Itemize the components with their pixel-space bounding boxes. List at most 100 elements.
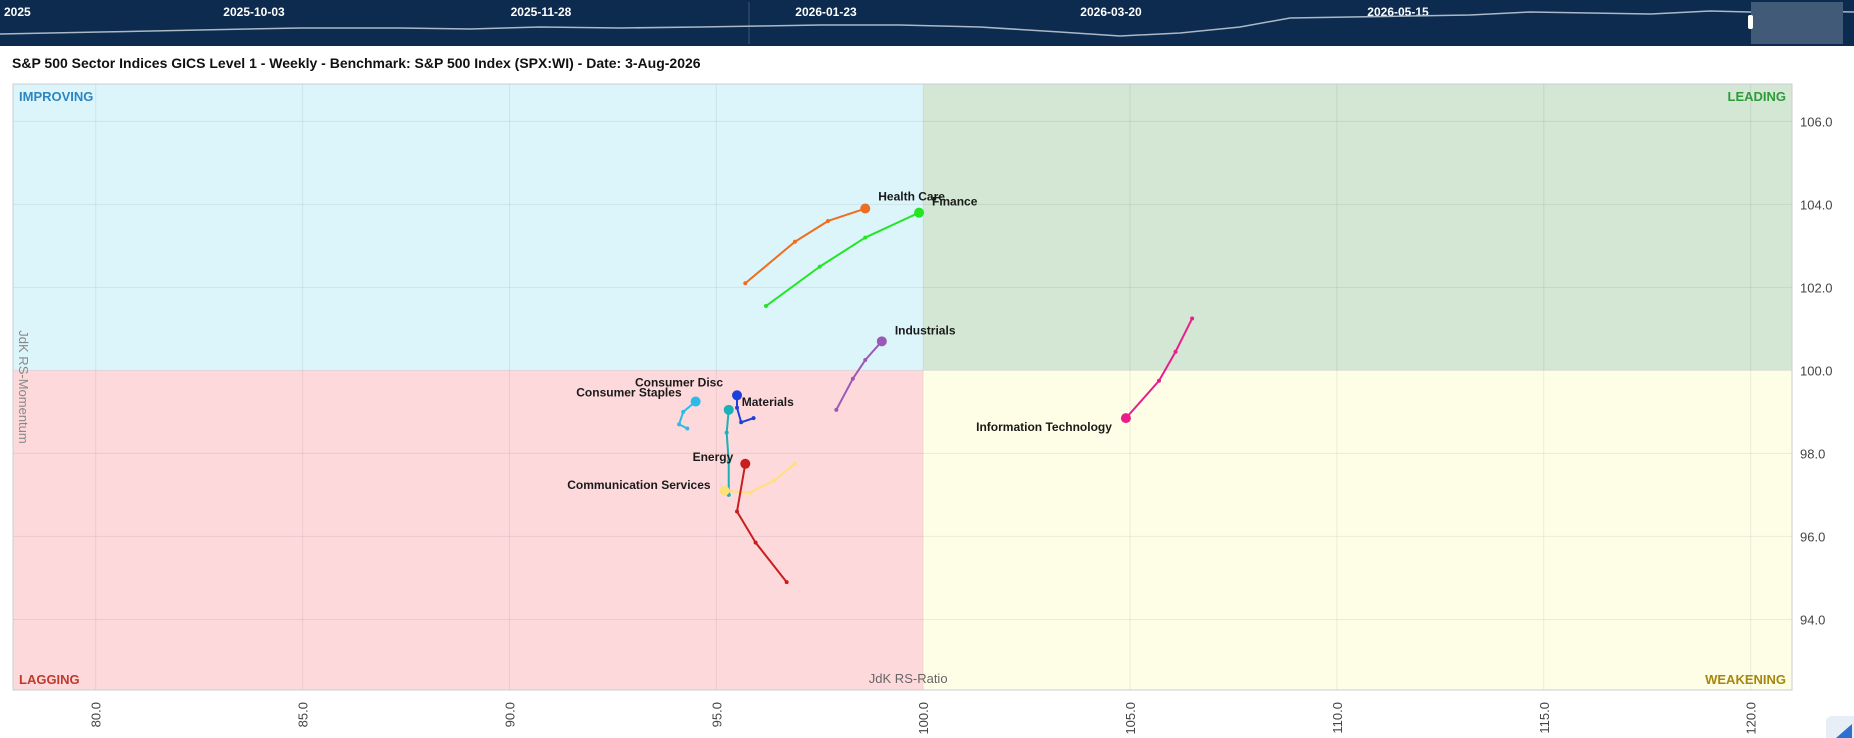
tail-energy: Energy [693, 450, 789, 585]
tail-point-consumer-staples [681, 409, 686, 414]
axis-labels: JdK RS-Ratio JdK RS-Momentum [16, 330, 948, 686]
tail-industrials: Industrials [834, 323, 956, 412]
arrow-icon [1836, 724, 1852, 738]
y-tick-label: 100.0 [1800, 363, 1833, 378]
tail-point-energy [784, 580, 789, 585]
tail-label-energy: Energy [693, 450, 734, 464]
x-tick-label: 115.0 [1537, 702, 1552, 734]
y-axis-label: JdK RS-Momentum [16, 330, 31, 443]
axis-ticks: 80.0 85.0 90.0 95.0 100.0 105.0 110.0 115.0 120.… [89, 114, 1833, 734]
tail-point-consumer-staples [677, 422, 682, 427]
x-tick-label: 90.0 [502, 702, 517, 727]
tail-label-finance: Finance [932, 195, 978, 209]
tail-point-health-care [826, 218, 831, 223]
tail-head-materials [723, 404, 734, 415]
quadrant-label-leading: LEADING [1728, 89, 1787, 104]
plot-border [12, 83, 1793, 691]
tail-head-information-technology [1120, 413, 1131, 424]
tail-point-finance [863, 235, 868, 240]
timeline-range-handle[interactable] [1748, 15, 1753, 29]
tail-point-health-care [743, 281, 748, 286]
tail-line-materials [725, 408, 730, 496]
tail-label-consumer-disc: Consumer Disc [635, 375, 723, 389]
tail-information-technology: Information Technology [976, 316, 1195, 434]
tail-line-information-technology [1124, 317, 1194, 420]
tail-line-consumer-staples [678, 400, 697, 430]
tail-point-materials [724, 430, 729, 435]
y-tick-label: 98.0 [1800, 446, 1825, 461]
quadrant-label-improving: IMPROVING [19, 89, 93, 104]
timeline-label: 2026-03-20 [1080, 5, 1142, 19]
tail-consumer-staples: Consumer Staples [576, 386, 701, 431]
timeline-navigator[interactable]: 2025 2025-10-03 2025-11-28 2026-01-23 2026-0… [0, 0, 1854, 46]
tail-communication-services: Communication Services [567, 461, 797, 496]
tail-point-health-care [792, 239, 797, 244]
tail-head-industrials [876, 336, 887, 347]
tail-line-health-care [744, 207, 867, 285]
tail-point-information-technology [1190, 316, 1195, 321]
tail-label-materials: Materials [742, 395, 794, 409]
x-tick-label: 105.0 [1123, 702, 1138, 735]
timeline-svg: 2025 2025-10-03 2025-11-28 2026-01-23 2026-0… [0, 2, 1854, 44]
y-tick-label: 96.0 [1800, 529, 1825, 544]
tail-head-health-care [860, 203, 871, 214]
x-tick-label: 95.0 [709, 702, 724, 727]
tail-point-consumer-disc [739, 420, 744, 425]
scroll-to-top-button[interactable] [1826, 716, 1854, 738]
tail-label-consumer-staples: Consumer Staples [576, 386, 682, 400]
tail-label-health-care: Health Care [878, 190, 945, 204]
tail-point-finance [817, 264, 822, 269]
timeline-label: 2025-11-28 [511, 5, 572, 19]
tail-materials: Materials [723, 395, 794, 497]
tail-line-finance [764, 211, 921, 308]
tail-point-industrials [850, 376, 855, 381]
quadrant-leading [923, 84, 1792, 371]
tail-line-energy [736, 462, 788, 584]
chart-grid [13, 84, 1792, 690]
tail-point-energy [735, 509, 740, 514]
tail-point-information-technology [1173, 349, 1178, 354]
tail-point-communication-services [792, 461, 797, 466]
tail-head-communication-services [719, 485, 730, 496]
timeline-label: 2026-01-23 [795, 5, 857, 19]
tail-point-consumer-disc [751, 416, 756, 421]
x-axis-label: JdK RS-Ratio [869, 671, 948, 686]
tail-point-finance [763, 304, 768, 309]
tail-label-information-technology: Information Technology [976, 420, 1112, 434]
tail-health-care: Health Care [743, 190, 945, 286]
tail-point-consumer-disc [735, 405, 740, 410]
timeline-selected-range[interactable] [1751, 2, 1843, 44]
tail-line-industrials [835, 340, 883, 411]
tail-finance: Finance [763, 195, 978, 309]
x-tick-label: 120.0 [1744, 702, 1759, 735]
tail-point-information-technology [1157, 378, 1162, 383]
quadrant-backgrounds [13, 84, 1792, 690]
tail-point-consumer-staples [685, 426, 690, 431]
y-tick-label: 102.0 [1800, 280, 1833, 295]
chart-title: S&P 500 Sector Indices GICS Level 1 - We… [12, 55, 701, 71]
tail-label-industrials: Industrials [895, 323, 956, 337]
tail-line-communication-services [723, 462, 796, 494]
timeline-label: 2025 [4, 5, 31, 19]
tail-point-communication-services [772, 478, 777, 483]
x-tick-label: 110.0 [1330, 702, 1345, 734]
quadrant-label-weakening: WEAKENING [1705, 672, 1786, 687]
timeline-label: 2025-10-03 [223, 5, 285, 19]
tail-point-industrials [863, 358, 868, 363]
tail-head-consumer-disc [732, 390, 743, 401]
x-tick-label: 85.0 [296, 702, 311, 727]
tail-consumer-disc: Consumer Disc [635, 375, 756, 425]
x-tick-label: 80.0 [89, 702, 104, 727]
quadrant-improving [13, 84, 924, 371]
tail-head-consumer-staples [690, 396, 701, 407]
x-tick-label: 100.0 [916, 702, 931, 735]
tail-point-materials [726, 459, 731, 464]
quadrant-labels: IMPROVING LEADING LAGGING WEAKENING [19, 89, 1786, 687]
tail-head-finance [914, 207, 925, 218]
y-tick-label: 106.0 [1800, 114, 1833, 129]
quadrant-label-lagging: LAGGING [19, 672, 80, 687]
y-tick-label: 94.0 [1800, 612, 1825, 627]
timeline-overview-line [0, 10, 1854, 37]
